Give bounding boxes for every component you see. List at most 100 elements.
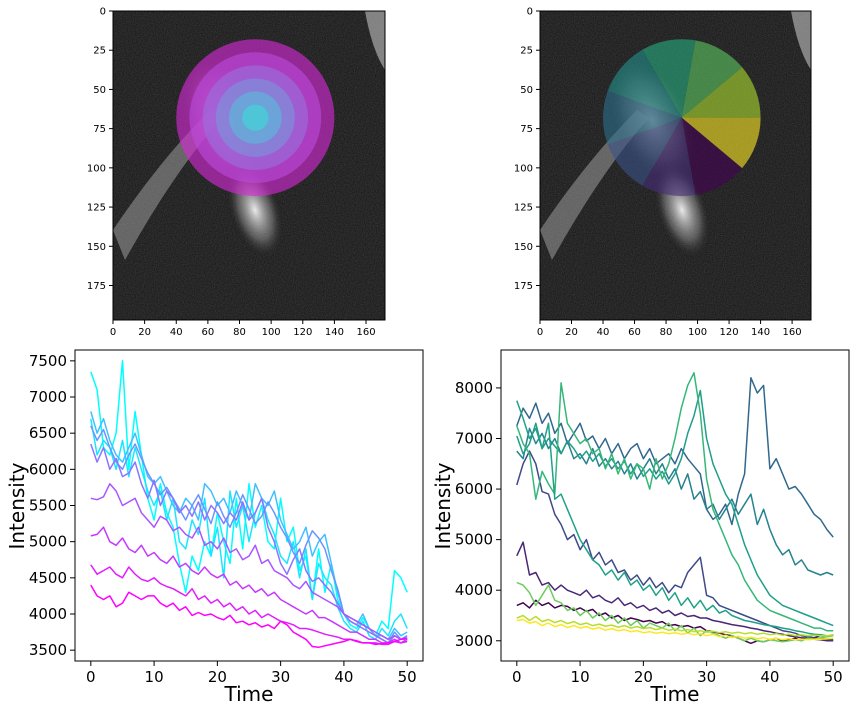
series-line	[516, 614, 834, 637]
series-line	[90, 526, 408, 644]
y-tick-label: 3000	[455, 632, 493, 650]
x-tick-label: 20	[138, 327, 151, 338]
series-line	[90, 584, 408, 649]
y-tick-label: 150	[87, 242, 106, 253]
y-tick-label: 25	[520, 46, 533, 57]
y-tick-label: 25	[93, 46, 106, 57]
y-tick-label: 0	[527, 7, 533, 18]
x-tick-label: 80	[660, 327, 673, 338]
y-tick-label: 0	[100, 7, 106, 18]
x-tick-label: 20	[208, 668, 227, 686]
x-tick-label: 160	[356, 327, 375, 338]
y-tick-label: 3500	[29, 641, 67, 659]
x-tick-label: 100	[688, 327, 707, 338]
y-tick-label: 8000	[455, 379, 493, 397]
y-tick-label: 7000	[29, 388, 67, 406]
y-tick-label: 7000	[455, 429, 493, 447]
y-tick-label: 5500	[29, 497, 67, 515]
y-tick-label: 100	[87, 163, 106, 174]
y-tick-label: 150	[514, 242, 533, 253]
angular-overlay	[603, 39, 761, 197]
series-line	[516, 377, 834, 538]
x-axis-label: Time	[224, 682, 274, 706]
x-tick-label: 100	[262, 327, 281, 338]
line-chart-1: 0 10 20 30 40 50 3500 4000 4500 5000 5500 6000 6500 7…	[5, 349, 424, 706]
y-tick-label: 5000	[29, 533, 67, 551]
y-tick-label: 6500	[29, 424, 67, 442]
overlay-sector	[642, 117, 696, 197]
x-tick-label: 40	[597, 327, 610, 338]
y-tick-label: 125	[87, 203, 106, 214]
y-tick-label: 6000	[455, 480, 493, 498]
series-line	[516, 450, 834, 641]
x-tick-label: 30	[271, 668, 290, 686]
radial-overlay	[176, 39, 335, 197]
series-line	[516, 427, 834, 576]
x-tick-label: 10	[571, 668, 590, 686]
image-panel-2: 0 20 40 60 80 100 120 140 160 0 25 50 75 100 125 150 175	[514, 7, 812, 339]
y-axis-label: Intensity	[431, 462, 455, 549]
y-tick-label: 4500	[29, 569, 67, 587]
series-line	[90, 483, 408, 641]
y-tick-label: 4000	[29, 605, 67, 623]
series-line	[90, 443, 408, 644]
y-tick-label: 100	[514, 163, 533, 174]
x-tick-label: 160	[783, 327, 802, 338]
overlay-sector	[607, 117, 682, 186]
line-chart-2: 0 10 20 30 40 50 3000 4000 5000 6000 7000 8000 Time…	[431, 349, 850, 706]
series-line	[516, 618, 834, 641]
overlay-sector	[642, 39, 696, 118]
overlay-sector	[681, 117, 743, 195]
series-line	[516, 581, 834, 643]
line-chart-1-axes: 0 10 20 30 40 50 3500 4000 4500 5000 5500 6000 6500 7…	[29, 352, 417, 686]
x-tick-label: 140	[325, 327, 344, 338]
y-tick-label: 125	[514, 203, 533, 214]
x-tick-label: 50	[398, 668, 417, 686]
x-tick-label: 0	[110, 327, 116, 338]
y-tick-label: 175	[87, 281, 106, 292]
y-tick-label: 50	[93, 85, 106, 96]
series-line	[516, 541, 834, 642]
image-2-axes: 0 20 40 60 80 100 120 140 160 0 25 50 75 100 125 150 175	[514, 7, 802, 339]
series-line	[516, 372, 834, 632]
series-line	[516, 389, 834, 627]
y-axis-label: Intensity	[5, 462, 29, 549]
x-tick-label: 20	[634, 668, 653, 686]
x-tick-label: 0	[537, 327, 543, 338]
image-1-axes: 0 20 40 60 80 100 120 140 160 0 25 50 75 100 125 150 175	[87, 7, 376, 339]
y-tick-label: 7500	[29, 352, 67, 370]
x-tick-label: 0	[86, 668, 96, 686]
y-tick-label: 5000	[455, 531, 493, 549]
y-tick-label: 75	[520, 124, 533, 135]
series-line	[516, 400, 834, 637]
overlay-sector	[681, 117, 761, 169]
x-tick-label: 10	[145, 668, 164, 686]
series-line	[90, 360, 408, 637]
image-panel-1: 0 20 40 60 80 100 120 140 160 0 25 50 75 100 125 150 175	[87, 7, 386, 339]
y-tick-label: 175	[514, 281, 533, 292]
overlay-sector	[681, 40, 743, 118]
x-tick-label: 50	[824, 668, 843, 686]
overlay-ring	[242, 104, 269, 131]
series-line	[90, 411, 408, 641]
x-tick-label: 0	[512, 668, 522, 686]
x-tick-label: 40	[334, 668, 353, 686]
x-tick-label: 140	[751, 327, 770, 338]
overlay-sector	[603, 90, 682, 145]
overlay-sector	[681, 67, 761, 118]
line-chart-2-series	[516, 372, 834, 645]
x-tick-label: 80	[233, 327, 246, 338]
x-tick-label: 30	[697, 668, 716, 686]
line-chart-1-series	[90, 360, 408, 649]
y-tick-label: 50	[520, 85, 533, 96]
x-tick-label: 60	[628, 327, 641, 338]
x-tick-label: 120	[720, 327, 739, 338]
x-tick-label: 40	[760, 668, 779, 686]
series-line	[90, 564, 408, 646]
y-tick-label: 75	[93, 124, 106, 135]
y-tick-label: 4000	[455, 581, 493, 599]
x-axis-label: Time	[650, 682, 700, 706]
series-line	[90, 418, 408, 641]
overlay-sector	[607, 49, 682, 118]
